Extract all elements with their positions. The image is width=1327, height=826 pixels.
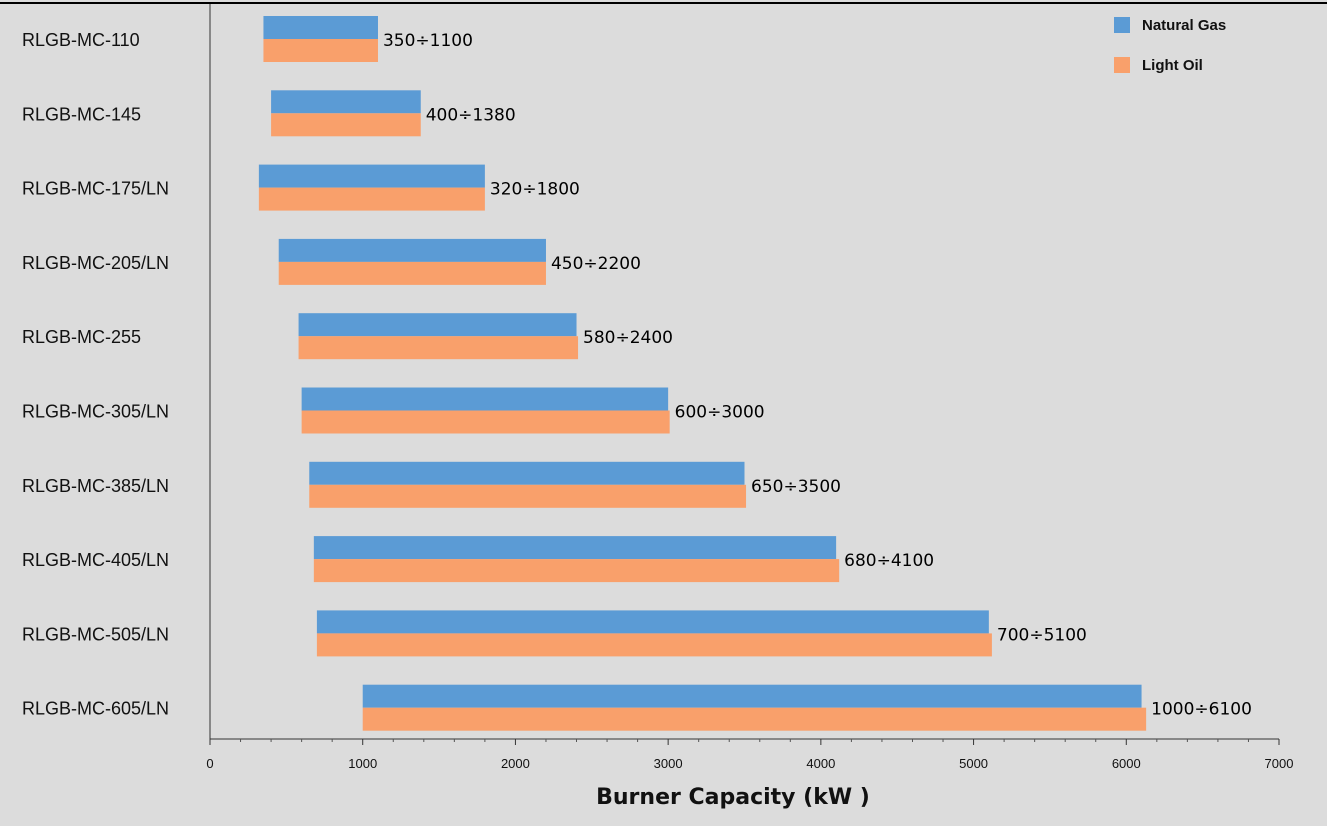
light-oil-bar [258, 187, 485, 211]
light-oil-bar [271, 113, 421, 137]
x-axis-title: Burner Capacity (kW ) [596, 785, 870, 810]
x-tick-label: 3000 [654, 756, 683, 771]
x-tick-label: 7000 [1265, 756, 1294, 771]
range-label: 600÷3000 [675, 403, 765, 423]
natural-gas-bar [263, 16, 378, 39]
legend-item-light-oil-swatch [1114, 57, 1130, 73]
category-label: RLGB-MC-385/LN [22, 476, 169, 496]
category-label: RLGB-MC-110 [22, 30, 140, 50]
range-label: 680÷4100 [844, 551, 934, 571]
range-label: 580÷2400 [583, 328, 673, 348]
natural-gas-bar [316, 610, 989, 634]
category-label: RLGB-MC-205/LN [22, 253, 169, 273]
category-label: RLGB-MC-405/LN [22, 550, 169, 570]
category-label: RLGB-MC-175/LN [22, 179, 169, 199]
x-tick-label: 0 [206, 756, 213, 771]
light-oil-bar [362, 707, 1147, 731]
range-label: 700÷5100 [997, 625, 1087, 645]
light-oil-bar [301, 410, 670, 434]
natural-gas-bar [301, 387, 669, 411]
light-oil-bar [298, 336, 579, 360]
natural-gas-bar [278, 238, 546, 262]
light-oil-bar [309, 484, 747, 508]
legend-item-natural-gas-label: Natural Gas [1142, 17, 1226, 34]
natural-gas-bar [309, 461, 745, 485]
natural-gas-bar [298, 313, 577, 337]
range-label: 350÷1100 [383, 31, 473, 51]
x-tick-label: 5000 [959, 756, 988, 771]
natural-gas-bar [258, 164, 485, 188]
light-oil-bar [263, 39, 378, 62]
category-label: RLGB-MC-255 [22, 327, 141, 347]
x-tick-label: 1000 [348, 756, 377, 771]
x-tick-label: 6000 [1112, 756, 1141, 771]
range-label: 1000÷6100 [1151, 700, 1252, 720]
category-label: RLGB-MC-605/LN [22, 699, 169, 719]
range-label: 650÷3500 [751, 477, 841, 497]
x-tick-label: 2000 [501, 756, 530, 771]
category-label: RLGB-MC-145 [22, 104, 141, 124]
range-label: 450÷2200 [551, 254, 641, 274]
natural-gas-bar [362, 684, 1142, 708]
legend-item-natural-gas-swatch [1114, 17, 1130, 33]
light-oil-bar [313, 559, 840, 583]
natural-gas-bar [271, 90, 421, 114]
x-tick-label: 4000 [806, 756, 835, 771]
light-oil-bar [278, 261, 546, 285]
natural-gas-bar [313, 536, 837, 560]
light-oil-bar [316, 633, 992, 657]
category-label: RLGB-MC-305/LN [22, 402, 169, 422]
range-label: 400÷1380 [426, 105, 516, 125]
legend-item-light-oil-label: Light Oil [1142, 57, 1203, 74]
range-label: 320÷1800 [490, 180, 580, 200]
category-label: RLGB-MC-505/LN [22, 624, 169, 644]
